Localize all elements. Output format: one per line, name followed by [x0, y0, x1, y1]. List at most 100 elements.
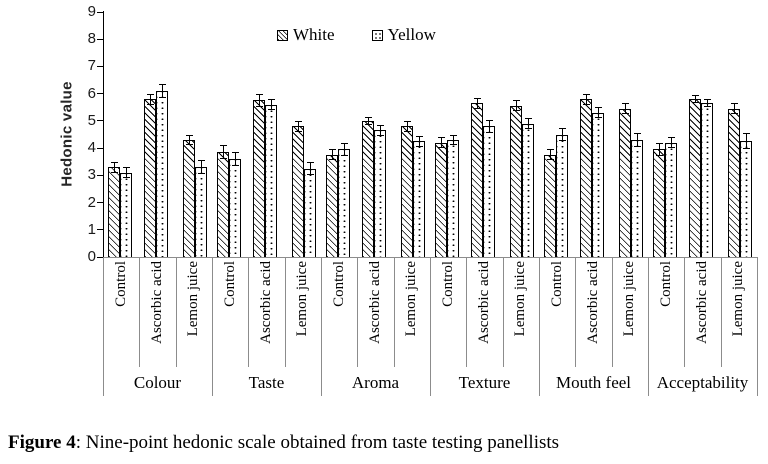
y-tick-0: [97, 256, 103, 258]
errorbar-white-colour-ascorbic-acid: [146, 93, 154, 105]
legend-swatch-white-hatch-icon: [277, 29, 288, 41]
group-separator: [757, 257, 758, 396]
errorbar-white-acceptability-ascorbic-acid: [691, 95, 699, 104]
errorbar-yellow-mouth-feel-lemon-juice: [633, 133, 641, 147]
bar-yellow-texture-ascorbic-acid: [483, 126, 495, 257]
errorbar-white-acceptability-control: [655, 142, 663, 157]
group-separator: [321, 257, 322, 396]
group-label-taste: Taste: [248, 373, 285, 392]
y-tick-label-3: 3: [87, 166, 96, 184]
errorbar-yellow-acceptability-lemon-juice: [742, 133, 750, 150]
bar-yellow-aroma-control: [338, 149, 350, 257]
figure-caption-number: Figure 4: [8, 432, 76, 453]
errorbar-yellow-aroma-ascorbic-acid: [376, 124, 384, 136]
errorbar-yellow-mouth-feel-ascorbic-acid: [594, 107, 602, 119]
bar-yellow-texture-control: [447, 139, 459, 257]
bar-yellow-aroma-ascorbic-acid: [374, 130, 386, 257]
bar-yellow-colour-control: [120, 172, 132, 257]
category-separator: [393, 257, 395, 367]
group-label-acceptability: Acceptability: [656, 373, 749, 392]
bar-yellow-mouth-feel-control: [556, 134, 568, 257]
category-separator: [720, 257, 722, 367]
group-separator: [103, 257, 104, 396]
x-category-cell: Lemon juice: [503, 261, 539, 367]
bar-white-taste-lemon-juice: [292, 126, 304, 257]
bar-yellow-mouth-feel-lemon-juice: [631, 139, 643, 257]
x-tick-label-aroma-lemon-juice: Lemon juice: [403, 261, 420, 337]
errorbar-white-taste-lemon-juice: [294, 120, 302, 132]
x-tick-label-taste-ascorbic-acid: Ascorbic acid: [257, 261, 274, 344]
x-tick-label-mouth-feel-control: Control: [548, 261, 565, 307]
x-axis-label-area: Control Ascorbic acid Lemon juice Colour Con…: [103, 257, 758, 397]
x-category-cell: Lemon juice: [285, 261, 321, 367]
bar-white-texture-ascorbic-acid: [471, 103, 483, 257]
bar-yellow-mouth-feel-ascorbic-acid: [592, 112, 604, 257]
group-separator: [212, 257, 213, 396]
x-tick-label-aroma-control: Control: [330, 261, 347, 307]
x-tick-label-acceptability-lemon-juice: Lemon juice: [730, 261, 747, 337]
errorbar-white-texture-lemon-juice: [512, 100, 520, 112]
x-tick-label-aroma-ascorbic-acid: Ascorbic acid: [366, 261, 383, 344]
category-separator: [575, 257, 577, 367]
bar-white-acceptability-ascorbic-acid: [689, 99, 701, 257]
errorbar-yellow-texture-lemon-juice: [524, 118, 532, 130]
x-category-cell: Lemon juice: [176, 261, 212, 367]
y-tick-label-2: 2: [87, 193, 96, 211]
y-axis-line: [103, 11, 104, 258]
errorbar-yellow-texture-ascorbic-acid: [485, 119, 493, 134]
errorbar-yellow-texture-control: [449, 134, 457, 146]
category-separator: [357, 257, 359, 367]
bar-yellow-taste-ascorbic-acid: [265, 104, 277, 257]
y-tick-5: [97, 120, 103, 122]
x-category-cell: Control: [103, 261, 139, 367]
y-tick-label-8: 8: [87, 30, 96, 48]
y-tick-label-4: 4: [87, 139, 96, 157]
bar-white-colour-ascorbic-acid: [144, 99, 156, 257]
y-tick-4: [97, 147, 103, 149]
y-tick-label-9: 9: [87, 3, 96, 20]
errorbar-white-texture-control: [437, 137, 445, 149]
figure-caption: Figure 4: Nine-point hedonic scale obtai…: [8, 430, 559, 456]
errorbar-yellow-acceptability-ascorbic-acid: [703, 99, 711, 108]
legend-label-yellow: Yellow: [387, 25, 436, 44]
category-separator: [248, 257, 250, 367]
bar-yellow-texture-lemon-juice: [522, 123, 534, 257]
errorbar-yellow-taste-lemon-juice: [306, 161, 314, 176]
bar-white-colour-lemon-juice: [183, 139, 195, 257]
bar-yellow-acceptability-ascorbic-acid: [701, 103, 713, 257]
x-category-cell: Lemon juice: [394, 261, 430, 367]
errorbar-white-colour-lemon-juice: [185, 134, 193, 146]
x-category-cell: Control: [430, 261, 466, 367]
group-separator: [430, 257, 431, 396]
x-category-cell: Ascorbic acid: [248, 261, 284, 367]
errorbar-yellow-taste-control: [231, 152, 239, 166]
errorbar-yellow-mouth-feel-control: [558, 127, 566, 142]
bar-white-acceptability-control: [653, 149, 665, 257]
legend-label-white: White: [293, 25, 335, 44]
x-category-cell: Control: [648, 261, 684, 367]
group-separator: [648, 257, 649, 396]
y-tick-2: [97, 202, 103, 204]
x-category-cell: Control: [321, 261, 357, 367]
x-category-cell: Lemon juice: [612, 261, 648, 367]
bar-yellow-colour-lemon-juice: [195, 167, 207, 257]
bar-yellow-acceptability-control: [665, 142, 677, 257]
x-tick-label-taste-control: Control: [221, 261, 238, 307]
y-tick-3: [97, 174, 103, 176]
errorbar-white-aroma-lemon-juice: [403, 120, 411, 132]
x-category-cell: Lemon juice: [721, 261, 757, 367]
x-tick-label-acceptability-control: Control: [657, 261, 674, 307]
errorbar-yellow-colour-control: [122, 167, 130, 179]
bar-white-texture-control: [435, 142, 447, 257]
y-tick-label-6: 6: [87, 84, 96, 102]
y-tick-7: [97, 65, 103, 67]
category-separator: [466, 257, 468, 367]
x-category-cell: Control: [539, 261, 575, 367]
errorbar-white-mouth-feel-ascorbic-acid: [582, 93, 590, 105]
category-separator: [684, 257, 686, 367]
category-separator: [611, 257, 613, 367]
x-tick-label-colour-ascorbic-acid: Ascorbic acid: [148, 261, 165, 344]
x-tick-label-acceptability-ascorbic-acid: Ascorbic acid: [693, 261, 710, 344]
errorbar-yellow-acceptability-control: [667, 137, 675, 149]
